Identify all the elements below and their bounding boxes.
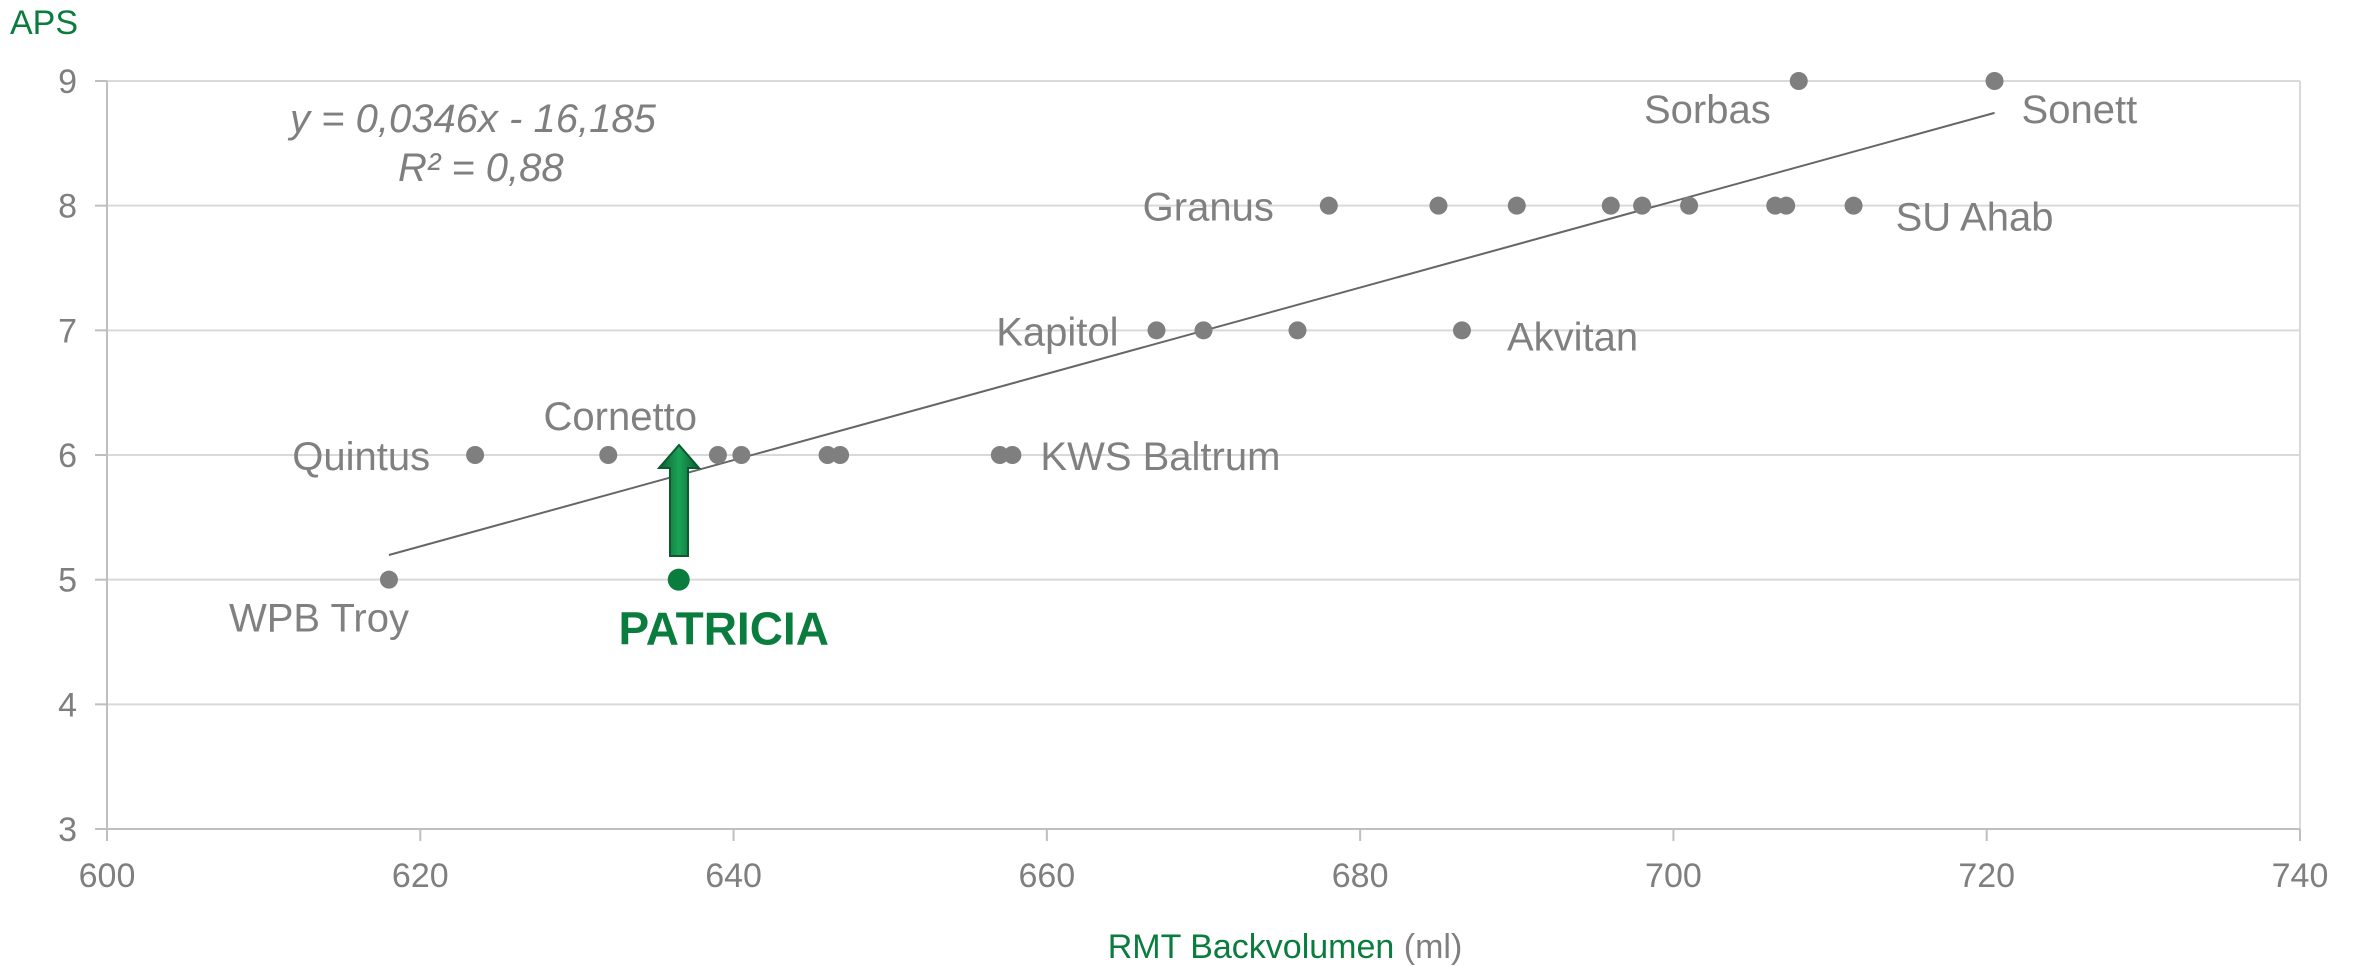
data-point <box>708 446 727 464</box>
data-point <box>1429 196 1448 215</box>
data-point <box>1789 72 1808 90</box>
y-tick-label: 8 <box>58 188 77 226</box>
y-tick-label: 9 <box>58 63 77 101</box>
data-points <box>379 72 2004 591</box>
point-labels: WPB Troy Quintus Cornetto KWS Baltrum Kapito… <box>229 88 2137 655</box>
x-tick-label: 600 <box>79 857 136 895</box>
trendline <box>388 111 1995 556</box>
axes <box>95 80 2301 841</box>
data-point <box>1452 321 1471 340</box>
point-label: Granus <box>1143 186 1274 230</box>
highlight-label: PATRICIA <box>619 603 829 655</box>
point-label: Cornetto <box>544 395 697 439</box>
x-axis-label: RMT Backvolumen (ml) <box>1108 928 1463 966</box>
y-tick-label: 3 <box>58 811 77 849</box>
trend-equation: y = 0,0346x - 16,185 <box>287 97 657 141</box>
data-point <box>1319 196 1338 215</box>
x-tick-label: 740 <box>2272 857 2329 895</box>
data-point <box>1147 321 1166 340</box>
data-point <box>1777 196 1796 215</box>
point-label: Sorbas <box>1644 88 1771 132</box>
data-point <box>1194 321 1213 340</box>
data-point <box>732 446 751 464</box>
point-label: Kapitol <box>996 310 1118 354</box>
y-tick-label: 7 <box>58 312 77 350</box>
data-point-highlight <box>667 568 690 591</box>
x-tick-label: 640 <box>705 857 762 895</box>
point-label: KWS Baltrum <box>1040 435 1280 479</box>
data-point <box>1003 446 1022 464</box>
data-point <box>818 446 837 464</box>
data-point <box>1680 196 1699 215</box>
data-point <box>466 446 485 464</box>
point-label: Quintus <box>292 435 430 479</box>
x-axis-label-unit: (ml) <box>1394 928 1462 966</box>
y-tick-label: 5 <box>58 562 77 600</box>
x-tick-label: 660 <box>1018 857 1075 895</box>
data-point <box>379 570 398 589</box>
x-tick-label: 620 <box>392 857 449 895</box>
y-tick-label: 6 <box>58 437 77 475</box>
x-tick-label: 680 <box>1332 857 1389 895</box>
x-tick-label: 700 <box>1645 857 1702 895</box>
trend-r2: R² = 0,88 <box>398 146 564 190</box>
x-tick-label: 720 <box>1958 857 2015 895</box>
data-point <box>1844 196 1863 215</box>
point-label: SU Ahab <box>1896 196 2054 240</box>
point-label: Akvitan <box>1507 315 1638 359</box>
data-point <box>1288 321 1307 340</box>
y-tick-label: 4 <box>58 686 77 724</box>
data-point <box>599 446 618 464</box>
x-axis-label-main: RMT Backvolumen <box>1108 928 1395 966</box>
tick-labels: 3 4 5 6 7 8 9 600 620 640 660 680 700 720 740 <box>58 63 2328 895</box>
data-point <box>1507 196 1526 215</box>
data-point <box>990 446 1009 464</box>
up-arrow-icon <box>656 443 702 557</box>
data-point <box>1601 196 1620 215</box>
data-point <box>1633 196 1652 215</box>
y-axis-label: APS <box>10 4 78 42</box>
point-label: WPB Troy <box>229 597 409 641</box>
point-label: Sonett <box>2022 88 2138 132</box>
data-point <box>1985 72 2004 90</box>
data-point <box>831 446 850 464</box>
